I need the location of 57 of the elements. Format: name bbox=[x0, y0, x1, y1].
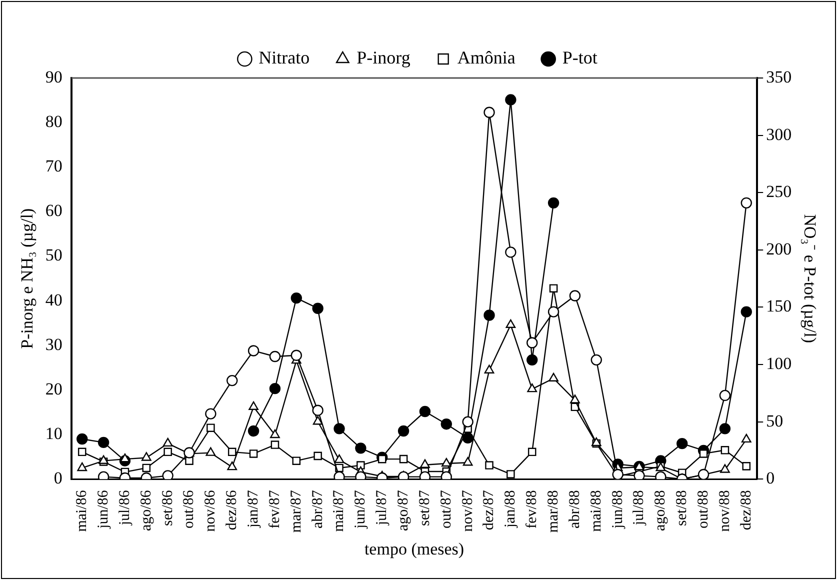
y2-tick-label: 300 bbox=[766, 124, 792, 144]
x-tick-label: dez/86 bbox=[224, 490, 240, 530]
x-tick-label: out/88 bbox=[695, 490, 712, 528]
x-tick-label: mai/86 bbox=[74, 490, 90, 532]
x-tick-label: nov/86 bbox=[202, 490, 219, 532]
x-tick-label: jan/87 bbox=[245, 490, 262, 529]
x-tick-label: ago/88 bbox=[652, 490, 669, 531]
x-tick-label: jul/86 bbox=[116, 490, 133, 526]
y-tick-label: 70 bbox=[45, 156, 62, 176]
legend-label: P-inorg bbox=[356, 48, 410, 68]
legend-label: P-tot bbox=[562, 48, 598, 68]
x-tick-label: jun/86 bbox=[95, 490, 112, 530]
y-tick-label: 80 bbox=[45, 112, 62, 132]
x-tick-label: jun/87 bbox=[352, 490, 369, 530]
x-tick-label: set/88 bbox=[674, 490, 690, 526]
x-tick-label: set/86 bbox=[160, 490, 176, 526]
x-tick-label: dez/87 bbox=[481, 490, 498, 530]
x-tick-label: abr/87 bbox=[310, 490, 326, 528]
x-tick-label: dez/88 bbox=[738, 490, 754, 530]
x-tick-label: ago/87 bbox=[395, 490, 412, 531]
y2-tick-label: 0 bbox=[766, 468, 775, 488]
x-tick-label: out/86 bbox=[181, 490, 198, 528]
y-tick-label: 10 bbox=[45, 424, 62, 444]
y2-axis-title: NO₃⁻ e P-tot (µg/l) bbox=[800, 214, 820, 344]
x-tick-label: mar/87 bbox=[288, 490, 304, 533]
y2-tick-label: 50 bbox=[766, 411, 784, 430]
y-tick-label: 60 bbox=[45, 201, 62, 220]
x-tick-label: mai/87 bbox=[331, 490, 348, 532]
x-tick-label: fev/87 bbox=[266, 490, 283, 528]
x-tick-label: mai/88 bbox=[588, 490, 604, 532]
y-tick-label: 90 bbox=[45, 67, 62, 86]
x-tick-label: nov/87 bbox=[460, 490, 476, 532]
y2-tick-label: 150 bbox=[766, 296, 792, 316]
y-tick-label: 20 bbox=[45, 379, 62, 398]
x-tick-label: jun/88 bbox=[610, 490, 626, 530]
y2-tick-label: 100 bbox=[766, 354, 792, 373]
x-tick-label: jul/88 bbox=[631, 490, 648, 526]
x-tick-label: jul/87 bbox=[374, 490, 390, 526]
x-tick-label: jan/88 bbox=[502, 490, 519, 529]
y-tick-label: 40 bbox=[45, 290, 62, 310]
x-tick-label: nov/88 bbox=[716, 490, 733, 532]
legend-label: Amônia bbox=[457, 48, 516, 68]
y-tick-label: 0 bbox=[54, 468, 62, 488]
y-tick-label: 30 bbox=[45, 334, 62, 354]
x-tick-label: out/87 bbox=[438, 490, 454, 528]
y2-tick-label: 200 bbox=[766, 239, 792, 258]
y2-tick-label: 250 bbox=[766, 182, 792, 202]
x-tick-label: abr/88 bbox=[566, 490, 583, 528]
x-axis-title: tempo (meses) bbox=[364, 539, 464, 558]
legend-label: Nitrato bbox=[258, 48, 310, 68]
y2-tick-label: 350 bbox=[766, 67, 792, 86]
x-tick-label: mar/88 bbox=[545, 490, 562, 533]
x-tick-label: fev/88 bbox=[524, 490, 540, 528]
y-axis-title: P-inorg e NH₃ (µg/l) bbox=[18, 208, 37, 349]
y-tick-label: 50 bbox=[45, 246, 62, 265]
x-tick-label: set/87 bbox=[416, 490, 433, 526]
x-tick-label: ago/86 bbox=[138, 490, 154, 531]
